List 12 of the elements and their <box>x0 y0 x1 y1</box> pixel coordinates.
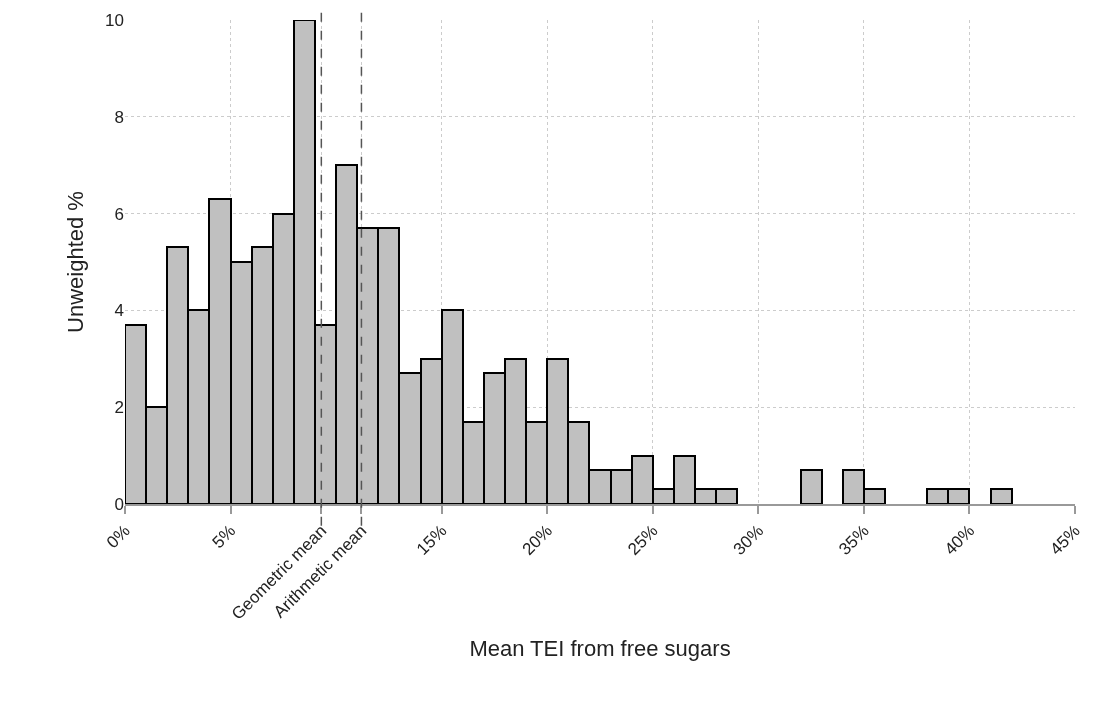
y-tick-label: 10 <box>105 10 124 30</box>
y-tick-label: 2 <box>114 398 124 418</box>
x-tick-label: 0% <box>103 521 134 553</box>
x-axis-title: Mean TEI from free sugars <box>469 636 731 661</box>
y-axis-title: Unweighted % <box>62 191 88 333</box>
y-tick-label: 8 <box>114 107 124 127</box>
x-tick-label: 45% <box>1046 521 1084 559</box>
x-tick-label: 5% <box>208 521 240 553</box>
y-tick-label: 4 <box>114 301 124 321</box>
x-tick-label: 40% <box>940 521 979 559</box>
y-tick-label: 0 <box>114 494 124 514</box>
y-tick-label: 6 <box>114 204 124 224</box>
